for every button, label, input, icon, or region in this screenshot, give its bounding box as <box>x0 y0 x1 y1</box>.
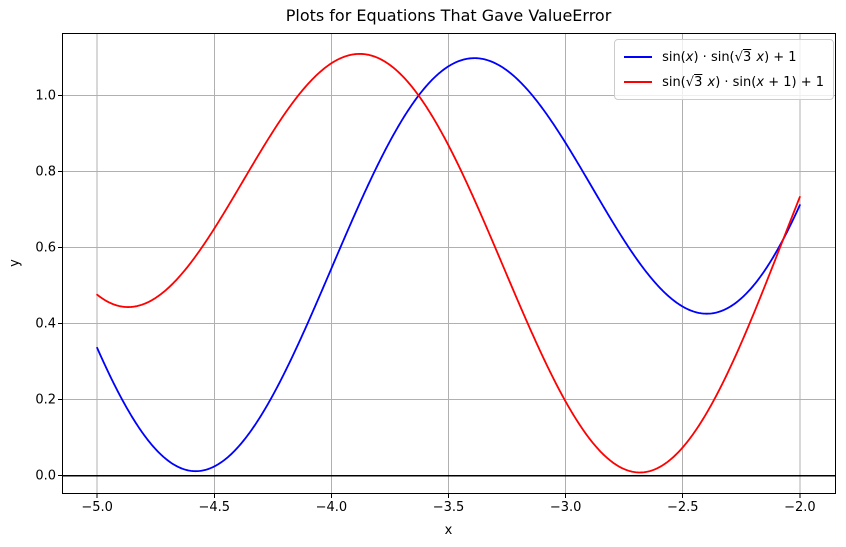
x-tick-label: −3.5 <box>432 500 465 515</box>
chart-title: Plots for Equations That Gave ValueError <box>285 6 612 25</box>
y-tick-label: 0.6 <box>35 240 56 256</box>
y-tick-label: 0.0 <box>35 468 56 484</box>
x-tick-label: −2.0 <box>784 500 816 515</box>
legend: sin(x) · sin(√3 x) + 1 sin(√3 x) · sin(x… <box>614 39 834 100</box>
tick-marks <box>58 95 801 498</box>
x-tick-label: −4.0 <box>315 500 348 515</box>
plot-border <box>62 33 836 494</box>
y-tick-label: 0.2 <box>35 392 56 408</box>
legend-label: sin(x) · sin(√3 x) + 1 <box>662 49 797 65</box>
legend-line-swatch-blue <box>624 56 653 58</box>
series-line-1 <box>96 53 801 474</box>
x-axis-label: x <box>444 523 453 538</box>
x-tick-label: −5.0 <box>81 500 113 515</box>
grid-lines <box>62 33 835 493</box>
y-tick-label: 0.4 <box>35 316 56 332</box>
x-tick-label: −2.5 <box>666 500 699 515</box>
legend-line-swatch-red <box>624 81 653 83</box>
legend-item: sin(√3 x) · sin(x + 1) + 1 <box>624 71 824 93</box>
legend-item: sin(x) · sin(√3 x) + 1 <box>624 46 824 68</box>
y-axis-label: y <box>7 259 23 267</box>
x-tick-label: −3.0 <box>549 500 582 515</box>
x-tick-label: −4.5 <box>198 500 231 515</box>
series-line-0 <box>96 57 801 473</box>
y-tick-label: 1.0 <box>35 88 56 104</box>
legend-label: sin(√3 x) · sin(x + 1) + 1 <box>662 74 824 90</box>
y-tick-label: 0.8 <box>35 164 56 180</box>
